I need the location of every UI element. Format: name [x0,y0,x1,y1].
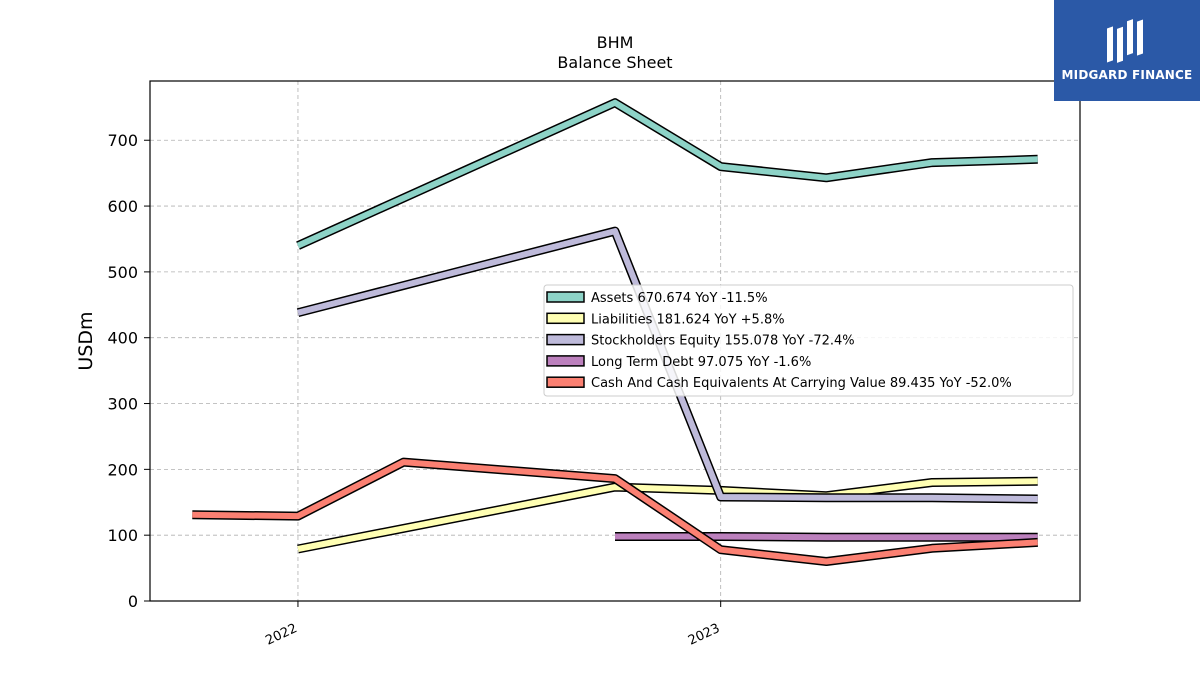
series-line [296,99,1038,249]
legend-entry: Long Term Debt 97.075 YoY -1.6% [591,355,811,370]
legend-box [543,284,1074,397]
series-lines [192,98,1038,566]
legend-swatch [546,376,585,388]
y-tick-label: 600 [107,197,138,216]
series-0 [296,98,1038,250]
legend: Assets 670.674 YoY -11.5% Liabilities 181… [543,284,1074,397]
y-tick-label: 300 [107,395,138,414]
logo: MIDGARD FINANCE [1054,0,1200,101]
y-tick-label: 500 [107,263,138,282]
x-tick-label: 2023 [686,621,722,649]
series-line [297,228,1038,502]
y-tick-label: 100 [107,526,138,545]
series-3 [615,532,1038,542]
legend-entry: Stockholders Equity 155.078 YoY -72.4% [591,334,855,349]
series-2 [296,226,1038,504]
y-tick-label: 400 [107,329,138,348]
chart-subtitle: Balance Sheet [557,53,672,72]
legend-entry: Liabilities 181.624 YoY +5.8% [591,312,785,327]
series-line-outline [296,98,1038,250]
legend-swatch [546,333,585,346]
legend-swatch [546,355,585,367]
series-line [192,459,1038,565]
legend-entry: Cash And Cash Equivalents At Carrying Va… [591,376,1012,391]
series-line [615,533,1038,541]
series-4 [192,457,1038,566]
legend-entry: Assets 670.674 YoY -11.5% [591,291,768,306]
legend-swatch [546,291,585,303]
y-tick-label: 0 [128,592,138,611]
y-axis-label: USDm [75,311,97,370]
y-tick-label: 200 [107,460,138,479]
logo-text: MIDGARD FINANCE [1061,68,1193,82]
legend-swatch [546,312,585,325]
x-tick-label: 2022 [263,621,299,649]
plot-frame [149,80,1081,602]
logo-mark-icon [1107,19,1143,63]
chart-title: BHM [597,33,634,52]
y-tick-label: 700 [107,131,138,150]
